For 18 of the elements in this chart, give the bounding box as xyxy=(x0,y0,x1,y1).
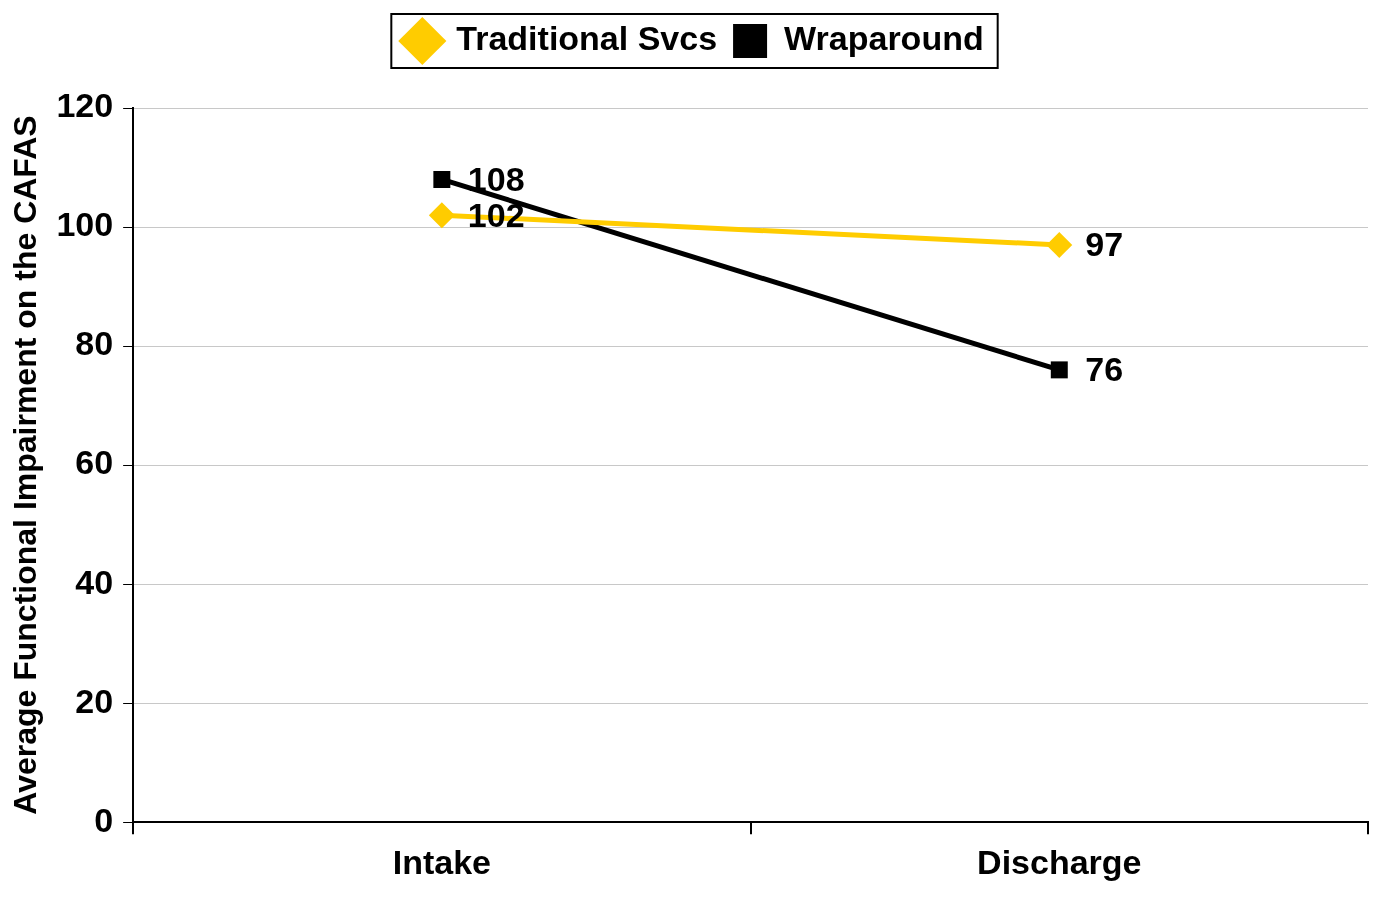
data-label: 76 xyxy=(1085,350,1124,389)
x-tick-label: Discharge xyxy=(977,842,1142,881)
x-tick-label: Intake xyxy=(392,842,491,881)
y-tick-label: 60 xyxy=(75,443,114,482)
y-tick-label: 0 xyxy=(94,800,114,839)
legend-label: Traditional Svcs xyxy=(456,19,718,58)
y-tick-label: 20 xyxy=(75,681,114,720)
legend-label: Wraparound xyxy=(784,19,984,58)
point xyxy=(1046,231,1073,258)
data-label: 97 xyxy=(1085,225,1124,264)
y-tick-label: 40 xyxy=(75,562,114,601)
y-tick-label: 100 xyxy=(56,205,114,244)
y-tick-label: 80 xyxy=(75,324,114,363)
y-tick-label: 120 xyxy=(56,86,114,125)
point xyxy=(1050,361,1068,379)
point xyxy=(428,202,455,229)
y-axis-title: Average Functional Impairment on the CAFAS xyxy=(7,115,44,815)
point xyxy=(433,170,451,188)
